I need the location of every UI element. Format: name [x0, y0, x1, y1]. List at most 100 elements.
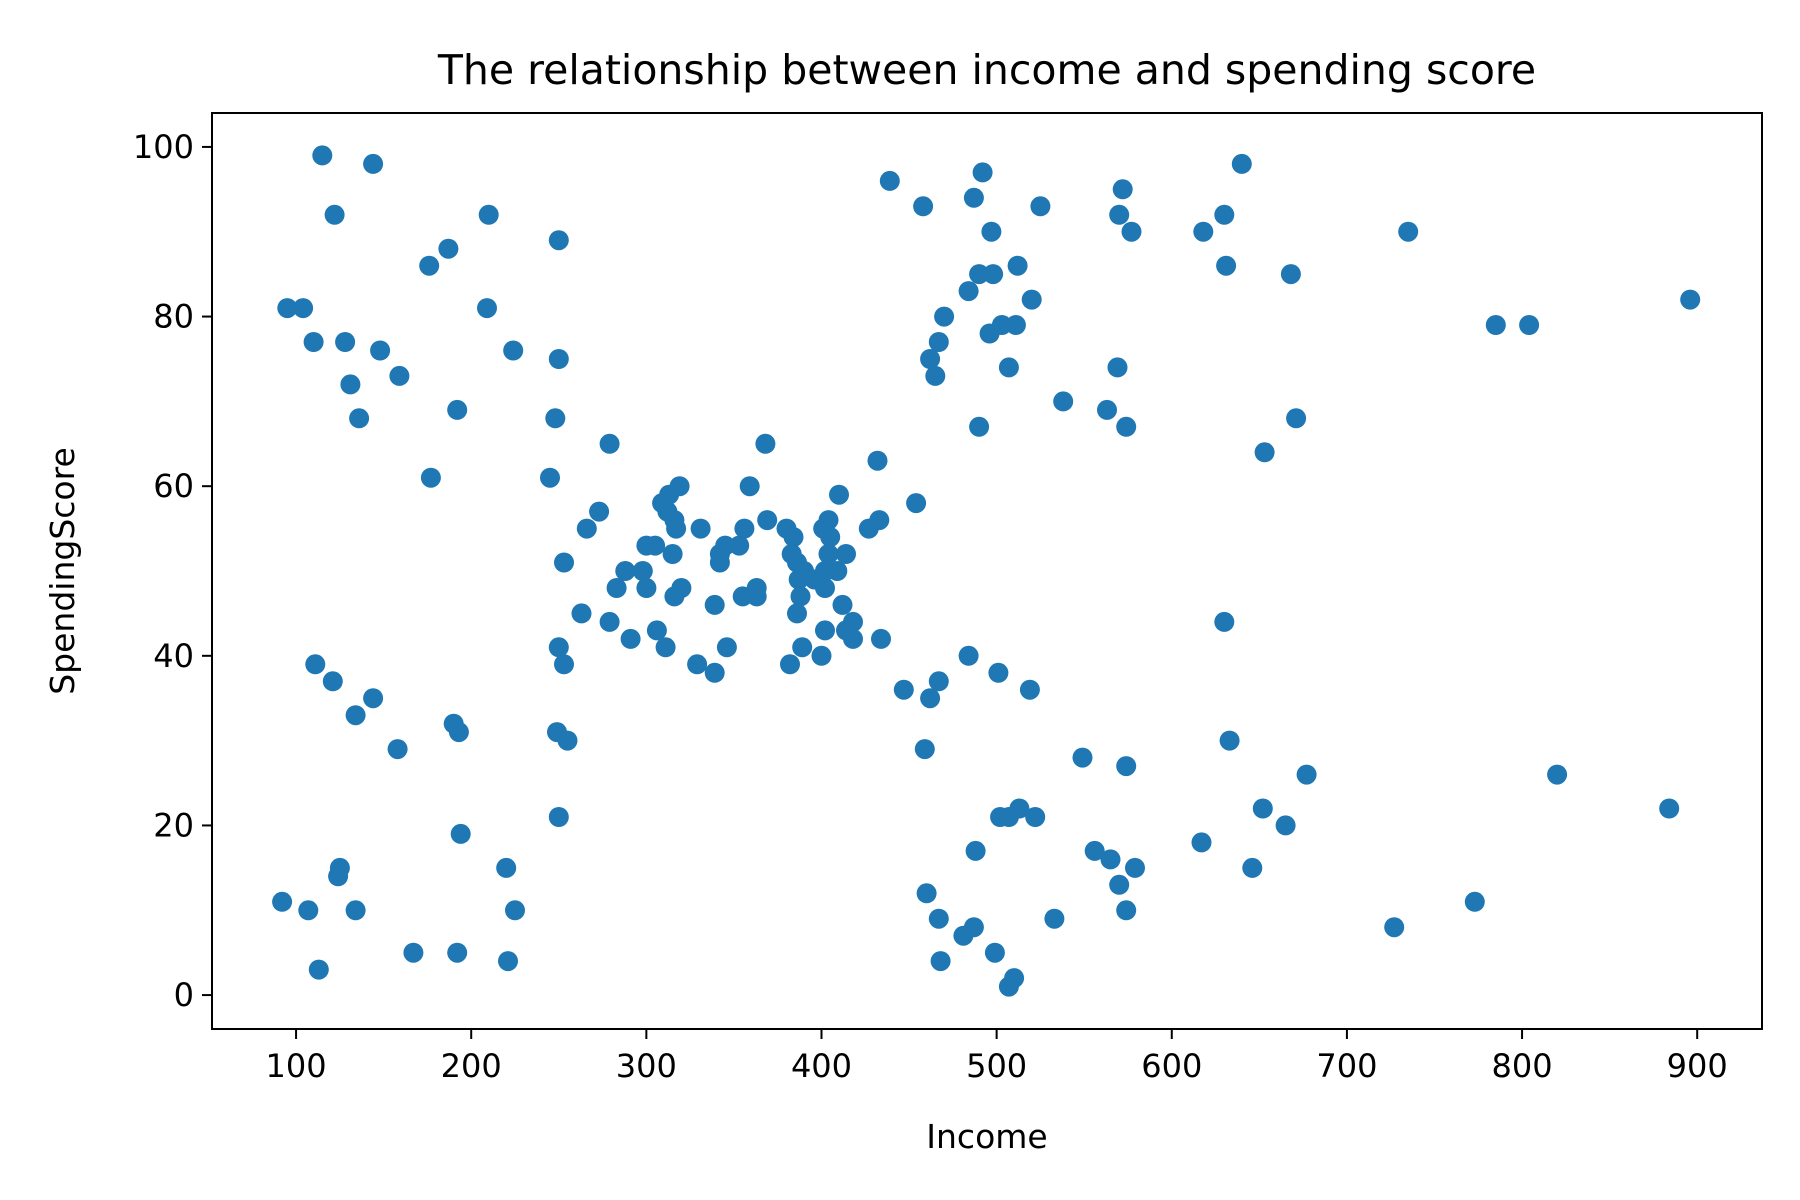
- data-point: [1296, 764, 1317, 785]
- data-point: [450, 823, 471, 844]
- data-point: [1072, 747, 1093, 768]
- data-point: [669, 476, 690, 497]
- data-point: [958, 281, 979, 302]
- data-point: [1053, 391, 1074, 412]
- data-point: [496, 857, 517, 878]
- data-point: [792, 637, 813, 658]
- data-point: [548, 230, 569, 251]
- data-point: [690, 518, 711, 539]
- data-point: [478, 204, 499, 225]
- data-point: [505, 900, 525, 921]
- data-point: [1025, 807, 1046, 827]
- data-point: [1109, 204, 1130, 225]
- data-point: [983, 264, 1004, 285]
- data-point: [557, 730, 578, 751]
- data-point: [1659, 798, 1680, 819]
- data-point: [1109, 874, 1130, 895]
- data-point: [576, 518, 597, 539]
- data-point: [981, 221, 1002, 242]
- data-point: [991, 315, 1012, 335]
- x-axis-label: Income: [926, 1117, 1047, 1156]
- y-axis-label: SpendingScore: [43, 447, 82, 695]
- x-tick-label: 800: [1492, 1047, 1553, 1085]
- data-point: [1219, 730, 1240, 751]
- data-point: [345, 900, 366, 921]
- data-point: [1280, 264, 1301, 285]
- data-point: [811, 645, 832, 666]
- data-point: [757, 510, 778, 531]
- data-point: [928, 908, 949, 929]
- x-axis-ticks: 100 200 300 400 500 600 700 800 900: [266, 1029, 1728, 1085]
- data-point: [293, 298, 314, 319]
- data-point: [953, 925, 974, 946]
- data-point: [548, 807, 569, 827]
- data-point: [832, 594, 853, 615]
- data-point: [615, 561, 636, 581]
- data-point: [867, 450, 888, 471]
- data-point: [969, 264, 990, 285]
- data-point: [1100, 849, 1121, 870]
- x-tick-label: 300: [616, 1047, 677, 1085]
- data-point: [370, 340, 391, 361]
- data-point: [869, 510, 890, 531]
- data-point: [387, 739, 408, 760]
- data-point: [666, 518, 687, 539]
- data-point: [780, 654, 800, 675]
- data-point: [632, 561, 653, 581]
- data-point: [308, 959, 329, 980]
- data-point: [1286, 408, 1307, 429]
- chart-title: The relationship between income and spen…: [437, 46, 1536, 94]
- data-point: [540, 467, 560, 488]
- data-point: [599, 611, 620, 632]
- data-points: [272, 145, 1701, 997]
- data-point: [305, 654, 326, 675]
- data-point: [1191, 832, 1212, 853]
- data-point: [477, 298, 497, 319]
- data-point: [920, 688, 941, 709]
- data-point: [709, 552, 730, 573]
- data-point: [1116, 416, 1137, 437]
- data-point: [925, 365, 946, 386]
- x-tick-label: 200: [441, 1047, 502, 1085]
- data-point: [548, 349, 569, 369]
- data-point: [1019, 679, 1040, 700]
- data-point: [324, 204, 345, 225]
- data-point: [914, 739, 935, 760]
- data-point: [1021, 289, 1042, 310]
- y-tick-label: 100: [133, 128, 194, 166]
- data-point: [498, 951, 518, 972]
- y-tick-label: 40: [153, 637, 194, 675]
- data-point: [787, 603, 807, 624]
- data-point: [913, 196, 934, 217]
- data-point: [554, 654, 574, 675]
- data-point: [335, 332, 356, 352]
- data-point: [818, 544, 839, 564]
- x-tick-label: 400: [791, 1047, 852, 1085]
- data-point: [447, 399, 468, 420]
- data-point: [303, 332, 324, 352]
- data-point: [818, 510, 839, 531]
- data-point: [934, 306, 955, 327]
- data-point: [312, 145, 333, 166]
- data-point: [645, 535, 666, 556]
- data-point: [545, 408, 566, 429]
- data-point: [916, 883, 937, 904]
- data-point: [1004, 968, 1025, 989]
- data-point: [965, 840, 986, 861]
- y-tick-label: 20: [153, 806, 194, 844]
- data-point: [1084, 840, 1105, 861]
- data-point: [843, 611, 863, 632]
- data-point: [687, 654, 708, 675]
- y-tick-label: 0: [174, 976, 194, 1014]
- data-point: [1125, 857, 1145, 878]
- data-point: [298, 900, 319, 921]
- data-point: [1009, 798, 1030, 819]
- data-point: [646, 620, 667, 641]
- data-point: [571, 603, 592, 624]
- data-point: [655, 637, 676, 658]
- data-point: [755, 433, 776, 454]
- plot-frame: [211, 112, 1763, 1030]
- data-point: [783, 527, 804, 548]
- data-point: [1384, 917, 1405, 938]
- data-point: [1242, 857, 1263, 878]
